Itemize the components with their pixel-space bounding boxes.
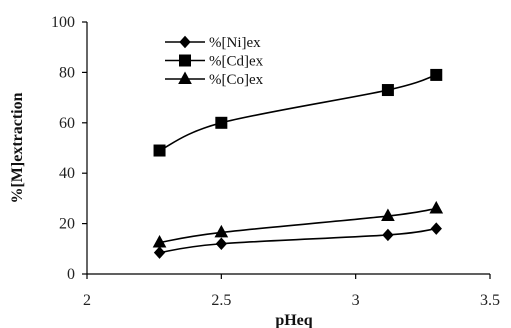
x-tick-label: 2.5 bbox=[211, 292, 231, 309]
data-point-square bbox=[153, 144, 166, 157]
x-tick-label: 3 bbox=[352, 292, 360, 309]
series-layer bbox=[152, 68, 444, 259]
data-point-diamond bbox=[153, 246, 166, 259]
legend-label: %[Ni]ex bbox=[209, 35, 261, 51]
series-line bbox=[159, 74, 437, 152]
data-point-diamond bbox=[430, 222, 442, 235]
series-square bbox=[153, 68, 443, 157]
series-triangle bbox=[152, 200, 444, 248]
legend: %[Ni]ex %[Cd]ex %[Co]ex bbox=[165, 35, 264, 88]
data-point-square bbox=[430, 68, 443, 81]
y-tick-label: 40 bbox=[59, 165, 75, 182]
legend-item: %[Ni]ex bbox=[165, 35, 261, 51]
y-tick-label: 20 bbox=[59, 216, 75, 233]
legend-item: %[Cd]ex bbox=[165, 54, 264, 70]
data-point-square bbox=[381, 84, 394, 97]
data-point-square bbox=[215, 116, 228, 129]
series-diamond bbox=[153, 222, 442, 259]
data-point-triangle bbox=[214, 224, 229, 238]
data-point-diamond bbox=[382, 228, 394, 242]
series-line bbox=[159, 227, 437, 254]
y-tick-label: 0 bbox=[67, 266, 75, 283]
y-axis-title: %[M]extraction bbox=[9, 92, 26, 203]
data-point-triangle bbox=[429, 200, 444, 214]
x-axis-title: pHeq bbox=[275, 312, 312, 328]
legend-label: %[Cd]ex bbox=[209, 54, 264, 70]
y-axis-ticks: 0 20 40 60 80 100 bbox=[51, 14, 87, 283]
y-tick-label: 80 bbox=[59, 64, 75, 81]
data-point-diamond bbox=[215, 237, 228, 251]
y-tick-label: 100 bbox=[51, 14, 75, 31]
data-point-triangle bbox=[152, 234, 167, 248]
legend-item: %[Co]ex bbox=[165, 71, 264, 88]
series-line bbox=[159, 207, 437, 244]
legend-marker-diamond bbox=[179, 35, 191, 49]
plot-area bbox=[86, 22, 490, 275]
data-point-triangle bbox=[381, 208, 395, 222]
x-tick-label: 2 bbox=[83, 292, 91, 309]
x-axis-ticks: 2 2.5 3 3.5 bbox=[83, 274, 500, 309]
legend-marker-square bbox=[179, 54, 191, 67]
legend-label: %[Co]ex bbox=[209, 72, 264, 88]
legend-marker-triangle bbox=[178, 71, 192, 84]
x-tick-label: 3.5 bbox=[480, 292, 500, 309]
y-tick-label: 60 bbox=[59, 115, 75, 132]
